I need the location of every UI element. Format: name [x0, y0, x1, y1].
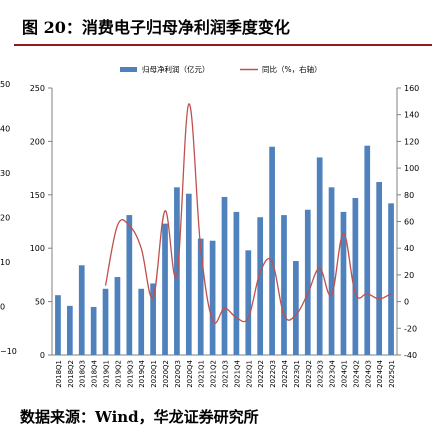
bar — [233, 211, 240, 355]
x-tick-label: 2021Q3 — [222, 360, 230, 388]
x-tick-label: 2022Q2 — [257, 360, 265, 388]
x-tick-label: 2024Q3 — [364, 360, 372, 388]
bar — [90, 306, 97, 355]
bar — [352, 198, 359, 355]
bar — [388, 203, 394, 355]
left-tick-label: 50 — [35, 298, 45, 307]
x-tick-label: 2018Q1 — [55, 360, 63, 388]
x-tick-label: 2023Q3 — [317, 360, 325, 388]
x-tick-label: 2021Q2 — [210, 360, 218, 388]
right-tick-label: 100 — [404, 164, 419, 173]
source-note: 数据来源：Wind，华龙证券研究所 — [20, 408, 259, 426]
right-tick-label: -20 — [404, 324, 417, 333]
bar — [138, 288, 145, 355]
bar — [376, 181, 383, 355]
x-tick-label: 2019Q1 — [103, 360, 111, 388]
bar — [304, 209, 311, 355]
left-tick-label: 250 — [30, 84, 45, 93]
x-tick-label: 2018Q2 — [67, 360, 75, 388]
stray-axis-label: 20 — [0, 214, 10, 223]
x-tick-label: 2021Q4 — [233, 359, 241, 387]
x-tick-label: 2019Q3 — [126, 360, 134, 388]
x-tick-label: 2025Q1 — [388, 360, 396, 388]
bar — [269, 146, 275, 355]
legend-bar-swatch — [120, 67, 137, 72]
stray-axis-label: 50 — [0, 80, 10, 89]
right-tick-label: 160 — [404, 84, 419, 93]
bar — [66, 305, 73, 355]
bar — [185, 193, 192, 355]
combo-chart: 050100150200250-40-200204060801001201401… — [0, 64, 419, 388]
legend-line-label: 同比（%，右轴） — [262, 64, 322, 74]
left-tick-label: 100 — [30, 244, 45, 253]
x-tick-label: 2020Q3 — [174, 360, 182, 388]
bar — [364, 145, 371, 355]
x-tick-label: 2024Q1 — [340, 360, 348, 388]
x-tick-label: 2018Q4 — [91, 359, 99, 387]
bar — [78, 265, 85, 355]
stray-axis-label: 0 — [0, 303, 5, 312]
right-tick-label: 40 — [404, 244, 414, 253]
right-tick-label: 60 — [404, 218, 414, 227]
right-tick-label: 20 — [404, 271, 414, 280]
x-tick-label: 2022Q4 — [281, 359, 289, 387]
x-tick-label: 2024Q2 — [352, 360, 360, 388]
bar — [55, 295, 61, 355]
left-tick-label: 150 — [30, 191, 45, 200]
x-tick-label: 2022Q1 — [245, 360, 253, 388]
x-tick-label: 2019Q4 — [138, 359, 146, 387]
bar — [162, 223, 168, 355]
x-tick-label: 2020Q1 — [150, 360, 158, 388]
x-tick-label: 2020Q2 — [162, 360, 170, 388]
bar — [126, 215, 133, 355]
right-tick-label: 120 — [404, 137, 419, 146]
right-tick-label: 80 — [404, 191, 414, 200]
bar — [257, 217, 264, 355]
stray-axis-label: 10 — [0, 258, 10, 267]
bar — [102, 288, 109, 355]
bar — [245, 250, 252, 355]
left-tick-label: 200 — [30, 137, 45, 146]
x-tick-label: 2024Q4 — [376, 359, 384, 387]
legend-bar-label: 归母净利润（亿元） — [142, 64, 210, 74]
title-rule — [14, 44, 432, 46]
stray-axis-label: 40 — [0, 125, 10, 134]
x-tick-label: 2019Q2 — [114, 360, 122, 388]
x-tick-label: 2023Q2 — [305, 360, 313, 388]
bar — [221, 196, 228, 355]
x-tick-label: 2022Q3 — [269, 360, 277, 388]
left-tick-label: 0 — [40, 351, 45, 360]
right-tick-label: 0 — [404, 298, 409, 307]
bar — [316, 157, 323, 355]
bar — [197, 238, 204, 355]
bar — [293, 261, 299, 355]
bar — [209, 240, 216, 355]
right-tick-label: -40 — [404, 351, 417, 360]
x-tick-label: 2023Q4 — [329, 359, 337, 387]
bar — [281, 215, 287, 355]
x-tick-label: 2020Q4 — [186, 359, 194, 387]
bar — [114, 277, 121, 355]
x-tick-label: 2021Q1 — [198, 360, 206, 388]
figure-title: 图 20：消费电子归母净利润季度变化 — [22, 18, 290, 37]
stray-axis-label: −10 — [0, 347, 17, 356]
yoy-line — [104, 103, 392, 324]
x-tick-label: 2018Q3 — [79, 360, 87, 388]
x-tick-label: 2023Q1 — [293, 360, 301, 388]
stray-axis-label: 30 — [0, 169, 10, 178]
bar — [150, 283, 156, 355]
bar — [328, 187, 335, 355]
bar — [340, 211, 347, 355]
right-tick-label: 140 — [404, 111, 419, 120]
